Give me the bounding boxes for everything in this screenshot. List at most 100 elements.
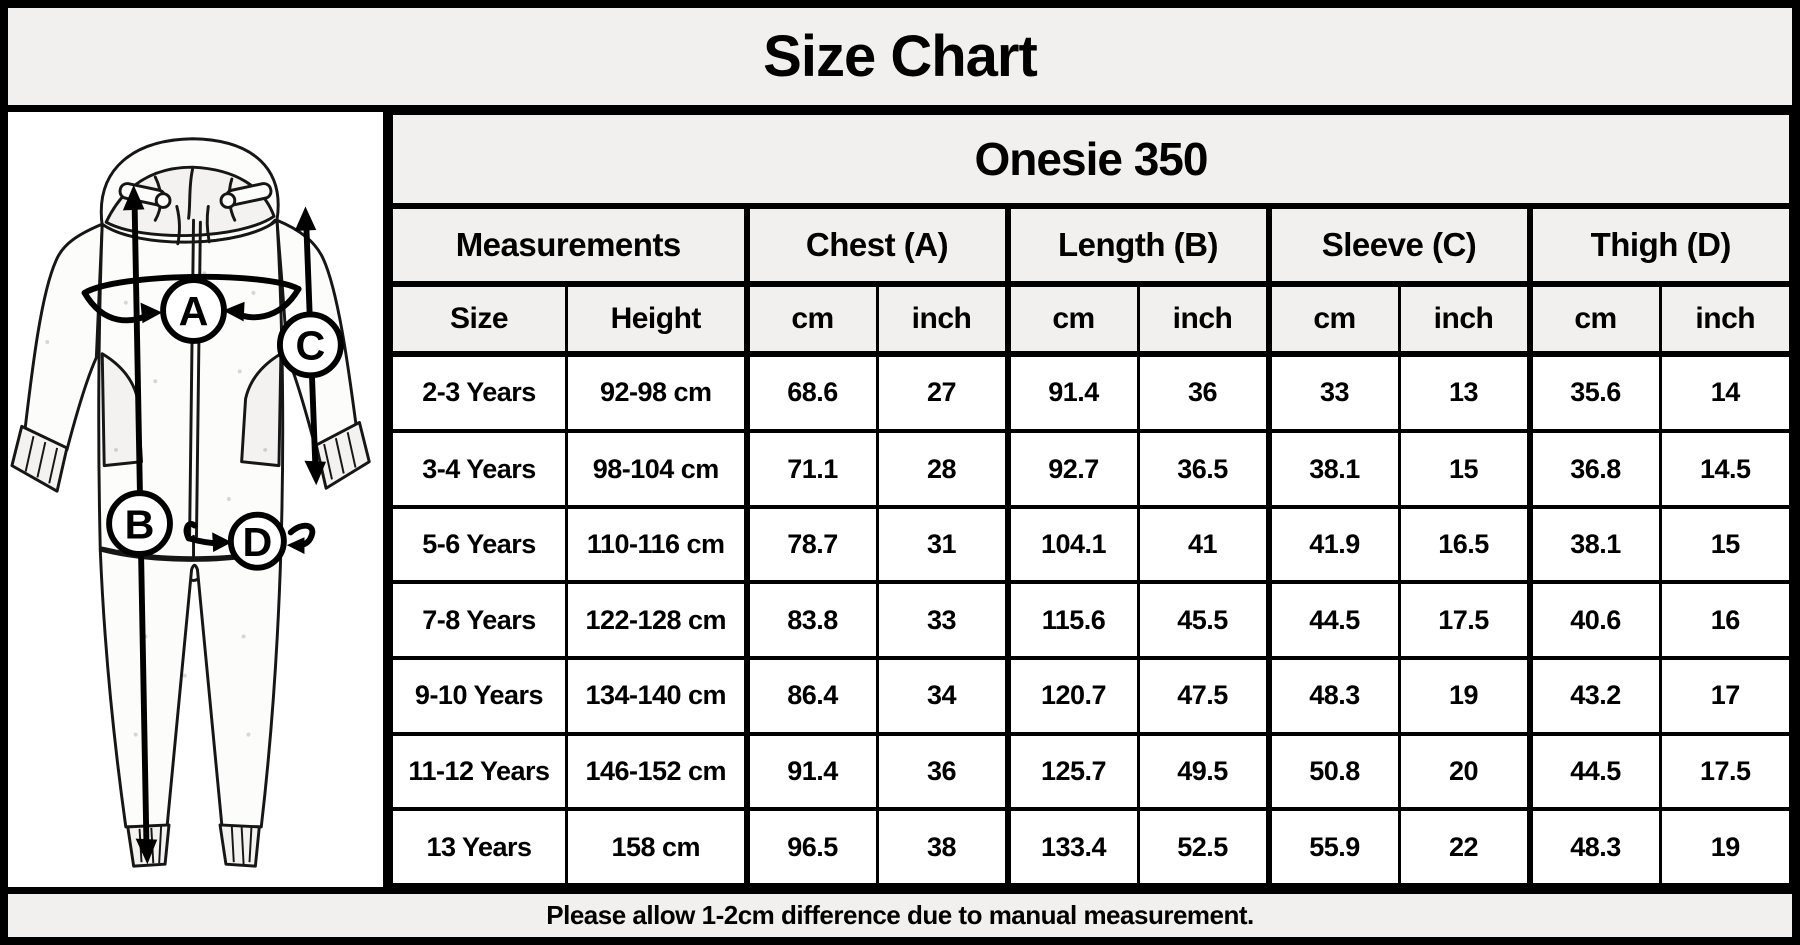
cell-thigh-inch: 14 xyxy=(1658,352,1792,434)
cell-sleeve-cm: 50.8 xyxy=(1265,732,1401,812)
chest-tape-top xyxy=(81,273,302,296)
cell-length-inch: 52.5 xyxy=(1136,807,1270,887)
cell-length-inch: 36 xyxy=(1136,352,1270,434)
header-sleeve: Sleeve (C) xyxy=(1265,204,1531,287)
cell-chest-inch: 36 xyxy=(875,732,1009,812)
main-content: A B C D Onesie 350 xyxy=(8,112,1792,887)
sleeve-arrowhead-top xyxy=(294,206,317,232)
thigh-arrowhead-left xyxy=(212,532,232,553)
header-size: Size xyxy=(390,282,568,357)
measurement-diagram-panel: A B C D xyxy=(8,112,390,887)
legs xyxy=(98,548,283,829)
right-ankle-cuff-ribs xyxy=(230,826,253,865)
cell-chest-cm: 71.1 xyxy=(743,429,879,509)
table-row: 5-6 Years 110-116 cm 78.7 31 104.1 41 41.9 16.5… xyxy=(390,505,1792,585)
right-ankle-cuff xyxy=(218,823,261,868)
sleeve-arrowhead-bottom xyxy=(304,460,327,486)
left-sleeve xyxy=(23,222,104,452)
cell-height: 92-98 cm xyxy=(565,352,748,434)
sub-header-row: Size Height cm inch cm inch cm inch cm i… xyxy=(390,282,1792,357)
cell-length-cm: 115.6 xyxy=(1004,580,1140,661)
cell-chest-cm: 91.4 xyxy=(743,732,879,812)
cell-length-cm: 133.4 xyxy=(1004,807,1140,887)
cell-length-cm: 91.4 xyxy=(1004,352,1140,434)
cell-height: 122-128 cm xyxy=(565,580,748,661)
label-d: D xyxy=(242,519,272,565)
table-row: 11-12 Years 146-152 cm 91.4 36 125.7 49.5 50.8… xyxy=(390,732,1792,812)
cell-length-inch: 45.5 xyxy=(1136,580,1270,661)
title-band: Size Chart xyxy=(8,8,1792,112)
cell-thigh-inch: 16 xyxy=(1658,580,1792,661)
thigh-arrowhead-right xyxy=(286,537,305,554)
cell-sleeve-inch: 15 xyxy=(1397,429,1531,509)
cell-length-inch: 47.5 xyxy=(1136,656,1270,736)
cell-sleeve-cm: 44.5 xyxy=(1265,580,1401,661)
label-d-circle xyxy=(227,511,287,571)
table-row: 7-8 Years 122-128 cm 83.8 33 115.6 45.5 44.5 17… xyxy=(390,580,1792,661)
header-length-cm: cm xyxy=(1004,282,1140,357)
cell-sleeve-cm: 48.3 xyxy=(1265,656,1401,736)
cell-size: 3-4 Years xyxy=(390,429,568,509)
label-c-circle xyxy=(276,311,344,379)
cell-chest-inch: 33 xyxy=(875,580,1009,661)
cell-sleeve-cm: 41.9 xyxy=(1265,505,1401,585)
cell-chest-inch: 31 xyxy=(875,505,1009,585)
cell-thigh-cm: 35.6 xyxy=(1526,352,1662,434)
cell-sleeve-inch: 22 xyxy=(1397,807,1531,887)
cell-thigh-inch: 14.5 xyxy=(1658,429,1792,509)
cell-chest-cm: 83.8 xyxy=(743,580,879,661)
chest-arrowhead-left xyxy=(140,302,163,324)
cell-chest-inch: 38 xyxy=(875,807,1009,887)
cell-chest-cm: 78.7 xyxy=(743,505,879,585)
header-height: Height xyxy=(565,282,748,357)
header-sleeve-cm: cm xyxy=(1265,282,1401,357)
table-row: 9-10 Years 134-140 cm 86.4 34 120.7 47.5 48.3 1… xyxy=(390,656,1792,736)
cell-length-inch: 41 xyxy=(1136,505,1270,585)
label-a-circle xyxy=(160,277,227,344)
cell-chest-cm: 96.5 xyxy=(743,807,879,887)
cell-thigh-cm: 48.3 xyxy=(1526,807,1662,887)
cell-chest-cm: 86.4 xyxy=(743,656,879,736)
cell-height: 146-152 cm xyxy=(565,732,748,812)
label-c: C xyxy=(295,323,325,369)
cell-length-cm: 120.7 xyxy=(1004,656,1140,736)
cell-sleeve-inch: 16.5 xyxy=(1397,505,1531,585)
header-thigh-cm: cm xyxy=(1526,282,1662,357)
left-wrist-cuff xyxy=(10,424,69,493)
cell-sleeve-inch: 13 xyxy=(1397,352,1531,434)
cell-length-inch: 36.5 xyxy=(1136,429,1270,509)
cell-size: 5-6 Years xyxy=(390,505,568,585)
cell-chest-inch: 27 xyxy=(875,352,1009,434)
header-chest-cm: cm xyxy=(743,282,879,357)
cell-sleeve-inch: 19 xyxy=(1397,656,1531,736)
cell-thigh-inch: 15 xyxy=(1658,505,1792,585)
cell-size: 13 Years xyxy=(390,807,568,887)
header-thigh: Thigh (D) xyxy=(1526,204,1792,287)
table-row: 2-3 Years 92-98 cm 68.6 27 91.4 36 33 13 35.6 14 xyxy=(390,352,1792,434)
right-pocket xyxy=(240,352,283,468)
right-grommet xyxy=(219,192,237,209)
cell-size: 9-10 Years xyxy=(390,656,568,736)
size-table-panel: Onesie 350 Measurements Chest (A) Length… xyxy=(390,112,1792,887)
header-chest: Chest (A) xyxy=(743,204,1009,287)
cell-length-cm: 125.7 xyxy=(1004,732,1140,812)
size-table: Onesie 350 Measurements Chest (A) Length… xyxy=(390,112,1792,887)
header-thigh-inch: inch xyxy=(1658,282,1792,357)
cell-size: 7-8 Years xyxy=(390,580,568,661)
cell-thigh-inch: 17 xyxy=(1658,656,1792,736)
label-b: B xyxy=(125,501,155,547)
cell-height: 98-104 cm xyxy=(565,429,748,509)
table-row: 13 Years 158 cm 96.5 38 133.4 52.5 55.9 22 48.3 1… xyxy=(390,807,1792,887)
cell-thigh-cm: 40.6 xyxy=(1526,580,1662,661)
group-header-row: Measurements Chest (A) Length (B) Sleeve… xyxy=(390,204,1792,287)
cell-height: 158 cm xyxy=(565,807,748,887)
footer-note: Please allow 1-2cm difference due to man… xyxy=(546,900,1254,930)
length-arrowhead-bottom xyxy=(135,838,158,865)
cell-thigh-cm: 36.8 xyxy=(1526,429,1662,509)
table-row: 3-4 Years 98-104 cm 71.1 28 92.7 36.5 38.1 15 36… xyxy=(390,429,1792,509)
cell-sleeve-cm: 38.1 xyxy=(1265,429,1401,509)
cell-thigh-inch: 17.5 xyxy=(1658,732,1792,812)
product-title: Onesie 350 xyxy=(390,112,1792,209)
page-title: Size Chart xyxy=(763,24,1038,89)
footer-band: Please allow 1-2cm difference due to man… xyxy=(8,887,1792,937)
